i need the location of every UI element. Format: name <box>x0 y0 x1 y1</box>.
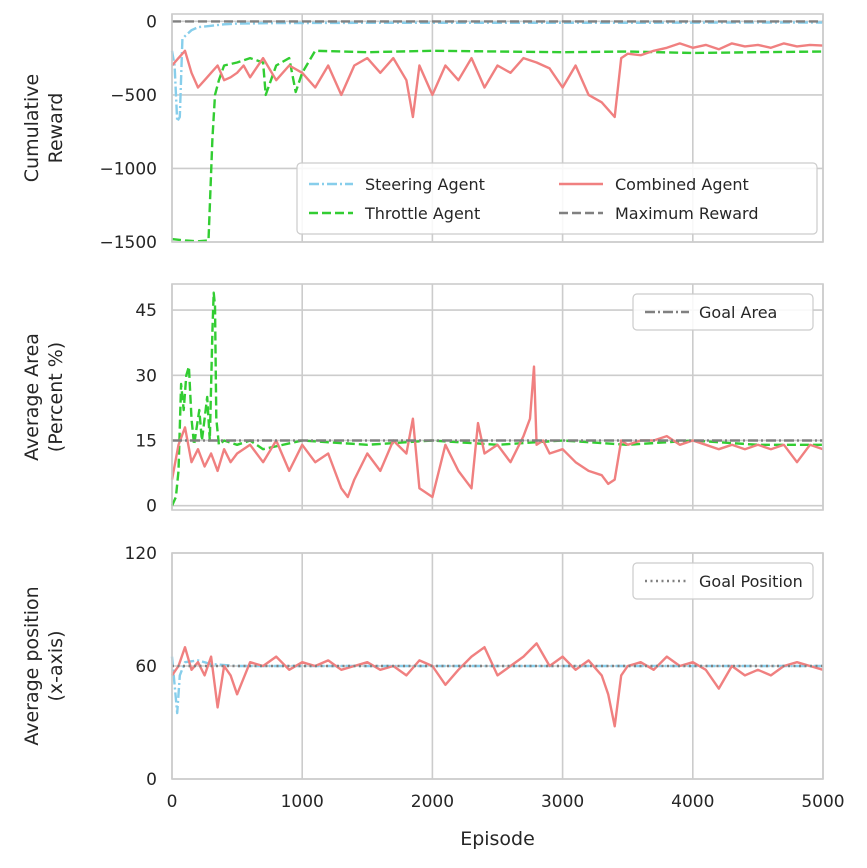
y-axis-label: Average Area <box>21 333 43 461</box>
legend: Goal Area <box>632 293 814 331</box>
plot-frame <box>171 552 824 780</box>
y-tick-label: −500 <box>110 86 157 106</box>
y-tick-label: 30 <box>135 366 157 386</box>
x-tick-label: 2000 <box>411 792 454 812</box>
legend-label: Combined Agent <box>615 175 749 194</box>
y-axis-label: Average position <box>21 586 43 745</box>
x-tick-label: 0 <box>167 792 178 812</box>
legend-label: Goal Position <box>699 572 803 591</box>
y-axis-label: (x-axis) <box>45 631 67 702</box>
series-line-steering-agent <box>170 21 823 123</box>
series-line-combined-agent <box>170 365 824 499</box>
chart-panel-1: 0 −500 −1000 −1500 Cumulative Reward Steering … <box>21 12 824 253</box>
x-tick-label: 3000 <box>541 792 584 812</box>
legend: Steering Agent Throttle Agent Combined Age… <box>296 162 818 235</box>
y-axis-label: Cumulative <box>21 74 43 182</box>
y-axis-label: Reward <box>45 93 67 164</box>
y-tick-label: 15 <box>135 431 157 451</box>
chart-panel-3: 0 60 120 Average position (x-axis) 0 1000 2000 3… <box>21 544 845 850</box>
legend-label: Steering Agent <box>365 175 485 194</box>
y-tick-label: 0 <box>146 12 157 32</box>
y-axis-label: (Percent %) <box>45 342 67 452</box>
y-tick-label: 45 <box>135 301 157 321</box>
legend-box <box>296 162 818 235</box>
legend-label: Goal Area <box>699 303 777 322</box>
legend: Goal Position <box>632 562 814 600</box>
y-tick-label: 0 <box>146 770 157 790</box>
legend-box <box>632 562 814 600</box>
x-tick-label: 4000 <box>671 792 714 812</box>
y-tick-label: −1000 <box>99 159 157 179</box>
legend-label: Maximum Reward <box>615 204 759 223</box>
y-tick-label: 0 <box>146 497 157 517</box>
series-line-throttle-agent <box>171 49 824 243</box>
series-line-combined-agent <box>171 642 824 728</box>
series-line-combined-agent <box>171 42 824 119</box>
legend-box <box>632 293 814 331</box>
y-tick-label: −1500 <box>99 233 157 253</box>
legend-label: Throttle Agent <box>364 204 480 223</box>
plot-frame <box>171 13 824 243</box>
x-tick-label: 5000 <box>801 792 844 812</box>
x-tick-label: 1000 <box>281 792 324 812</box>
x-axis-label: Episode <box>460 828 535 850</box>
y-tick-label: 60 <box>135 657 157 677</box>
y-tick-label: 120 <box>125 544 157 564</box>
plot-frame <box>171 283 824 511</box>
chart-panel-2: 0 15 30 45 Average Area (Percent %) Goal Area <box>21 283 824 517</box>
